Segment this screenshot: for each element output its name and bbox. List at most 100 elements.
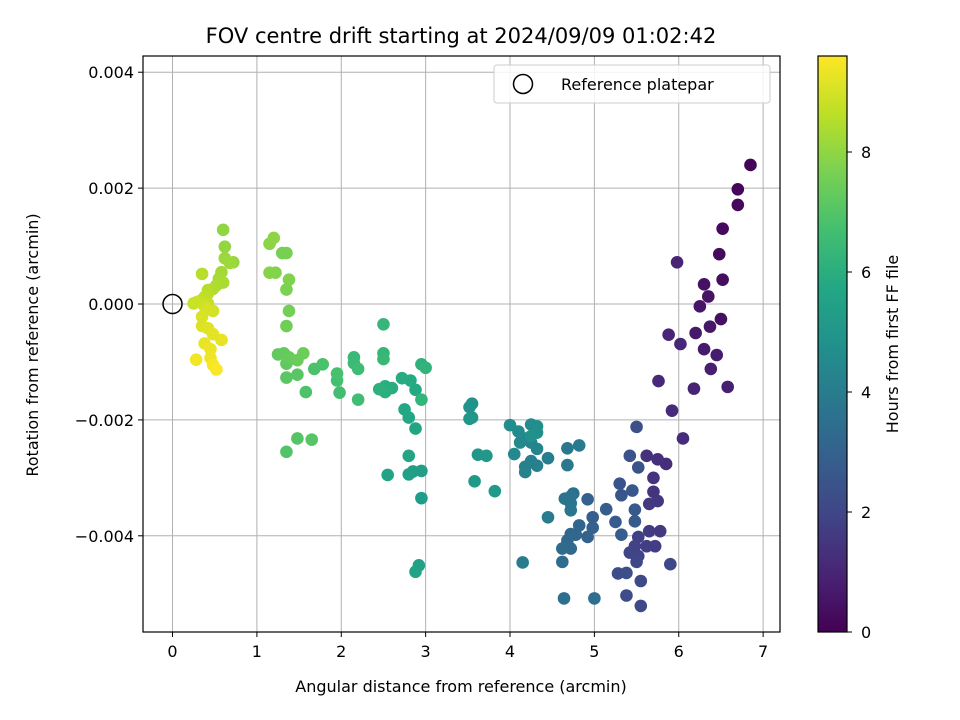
x-tick-label: 2 bbox=[336, 642, 346, 661]
data-point bbox=[697, 278, 711, 291]
data-point bbox=[674, 337, 687, 351]
data-point bbox=[701, 290, 715, 303]
scatter-points bbox=[187, 158, 757, 613]
colorbar-tick-label: 8 bbox=[861, 143, 871, 162]
data-point bbox=[280, 283, 293, 296]
y-axis: −0.004 −0.002 0.000 0.002 0.004 bbox=[75, 63, 143, 546]
data-point bbox=[556, 555, 569, 569]
data-point bbox=[488, 484, 502, 498]
data-point bbox=[398, 403, 411, 416]
x-tick-label: 0 bbox=[167, 642, 177, 661]
data-point bbox=[615, 488, 628, 502]
data-point bbox=[731, 198, 745, 212]
data-point bbox=[561, 458, 574, 472]
colorbar-ticks: 0 2 4 6 8 bbox=[847, 143, 871, 642]
data-point bbox=[628, 515, 642, 528]
colorbar-tick-label: 4 bbox=[861, 383, 871, 402]
y-tick-label: 0.002 bbox=[88, 179, 134, 198]
data-point bbox=[620, 589, 633, 602]
data-point bbox=[710, 348, 724, 362]
colorbar-gradient bbox=[817, 55, 848, 633]
data-point bbox=[189, 353, 203, 366]
data-point bbox=[518, 465, 532, 479]
data-point bbox=[195, 267, 209, 281]
data-point bbox=[676, 432, 690, 445]
colorbar-label: Hours from first FF file bbox=[883, 255, 902, 434]
data-point bbox=[634, 599, 648, 613]
data-point bbox=[623, 546, 637, 559]
data-point bbox=[716, 273, 729, 286]
data-point bbox=[468, 475, 481, 488]
data-point bbox=[372, 382, 386, 396]
data-point bbox=[409, 565, 422, 579]
data-point bbox=[215, 333, 228, 347]
data-point bbox=[557, 592, 571, 605]
data-point bbox=[516, 556, 529, 569]
grid-lines bbox=[143, 56, 780, 632]
data-point bbox=[704, 362, 718, 376]
x-tick-label: 1 bbox=[252, 642, 262, 661]
data-point bbox=[665, 404, 679, 417]
data-point bbox=[402, 468, 416, 481]
data-point bbox=[395, 371, 409, 385]
data-point bbox=[703, 320, 717, 333]
data-point bbox=[330, 367, 344, 380]
data-point bbox=[626, 484, 639, 497]
x-tick-label: 6 bbox=[674, 642, 684, 661]
data-point bbox=[409, 422, 422, 435]
plot-frame bbox=[142, 55, 781, 633]
legend-marker-reference bbox=[512, 73, 534, 95]
data-point bbox=[216, 223, 230, 237]
data-point bbox=[620, 566, 633, 580]
x-axis: 0 1 2 3 4 5 6 7 bbox=[167, 632, 768, 661]
chart-title: FOV centre drift starting at 2024/09/09 … bbox=[206, 24, 717, 48]
data-point bbox=[561, 442, 574, 455]
data-point bbox=[731, 182, 745, 196]
data-point bbox=[640, 539, 653, 553]
legend-label-reference: Reference platepar bbox=[561, 75, 714, 94]
y-tick-label: 0.004 bbox=[88, 63, 134, 82]
data-point bbox=[524, 429, 538, 443]
data-point bbox=[297, 346, 310, 360]
data-point bbox=[670, 255, 684, 269]
data-point bbox=[415, 393, 428, 406]
data-point bbox=[647, 471, 660, 485]
data-point bbox=[609, 515, 622, 529]
data-point bbox=[402, 449, 416, 463]
data-point bbox=[586, 510, 599, 524]
data-point bbox=[299, 385, 313, 399]
data-point bbox=[716, 222, 729, 235]
y-tick-label: 0.000 bbox=[88, 295, 134, 314]
colorbar-tick-label: 0 bbox=[861, 623, 871, 642]
data-point bbox=[280, 371, 293, 384]
colorbar-tick-label: 2 bbox=[861, 503, 871, 522]
colorbar-tick-label: 6 bbox=[861, 263, 871, 282]
data-point bbox=[280, 319, 293, 333]
data-point bbox=[634, 574, 648, 588]
data-point bbox=[351, 362, 365, 376]
data-point bbox=[586, 521, 599, 534]
data-point bbox=[541, 510, 555, 524]
data-point bbox=[630, 420, 643, 434]
x-tick-label: 4 bbox=[505, 642, 515, 661]
data-point bbox=[651, 453, 664, 466]
data-point bbox=[282, 304, 296, 318]
data-point bbox=[599, 502, 613, 516]
data-point bbox=[333, 386, 346, 399]
data-point bbox=[628, 503, 642, 517]
data-point bbox=[267, 231, 281, 245]
data-point bbox=[305, 433, 319, 446]
data-point bbox=[581, 492, 594, 506]
reference-point bbox=[162, 293, 183, 315]
data-point bbox=[664, 557, 677, 571]
reference-marker bbox=[162, 293, 183, 315]
data-point bbox=[642, 497, 656, 511]
y-tick-label: −0.002 bbox=[75, 411, 134, 430]
data-point bbox=[744, 158, 757, 172]
data-point bbox=[581, 530, 594, 544]
data-point bbox=[631, 461, 645, 474]
legend: Reference platepar bbox=[493, 64, 771, 104]
colorbar: 0 2 4 6 8 Hours from first FF file bbox=[817, 55, 902, 642]
data-point bbox=[409, 383, 422, 397]
